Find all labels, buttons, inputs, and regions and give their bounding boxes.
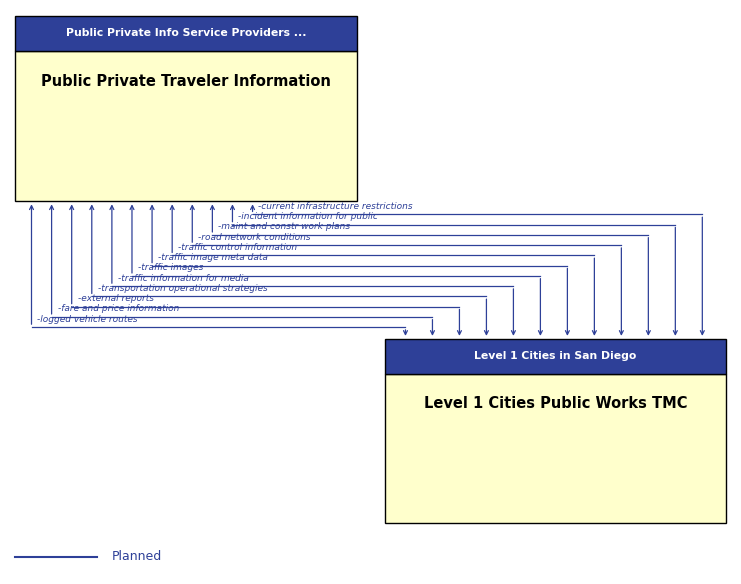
Text: -current infrastructure restrictions: -current infrastructure restrictions	[259, 202, 413, 211]
Bar	[16, 16, 356, 51]
Text: -traffic images: -traffic images	[138, 263, 203, 272]
Text: -transportation operational strategies: -transportation operational strategies	[98, 284, 268, 293]
Text: -road network conditions: -road network conditions	[198, 232, 310, 242]
Text: Level 1 Cities Public Works TMC: Level 1 Cities Public Works TMC	[424, 396, 687, 411]
Text: Level 1 Cities in San Diego: Level 1 Cities in San Diego	[474, 351, 637, 361]
Bar	[385, 374, 726, 523]
Text: -logged vehicle routes: -logged vehicle routes	[37, 315, 138, 324]
Text: -traffic control information: -traffic control information	[178, 243, 297, 252]
Text: -external reports: -external reports	[78, 294, 153, 303]
Text: -maint and constr work plans: -maint and constr work plans	[219, 223, 350, 231]
Text: -traffic image meta data: -traffic image meta data	[158, 253, 268, 262]
Bar	[16, 51, 356, 201]
Text: -incident information for public: -incident information for public	[239, 212, 378, 221]
Text: -traffic information for media: -traffic information for media	[118, 273, 249, 283]
Text: Public Private Info Service Providers ...: Public Private Info Service Providers ..…	[66, 29, 306, 39]
Text: Public Private Traveler Information: Public Private Traveler Information	[41, 74, 331, 89]
Text: Planned: Planned	[111, 550, 162, 563]
Text: -fare and price information: -fare and price information	[58, 304, 179, 313]
Bar	[385, 339, 726, 374]
